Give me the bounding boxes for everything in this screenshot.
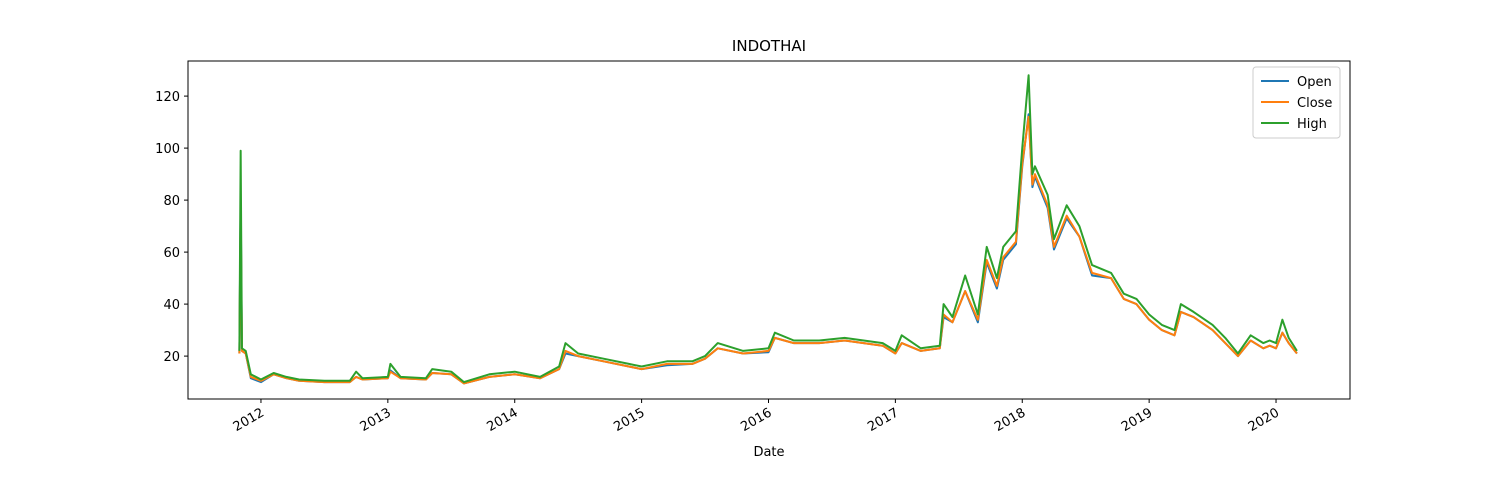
legend-label: Close xyxy=(1297,96,1332,111)
x-tick-label: 2016 xyxy=(738,405,774,435)
line-series xyxy=(238,74,1298,384)
legend-label: High xyxy=(1297,117,1327,132)
x-tick-label: 2018 xyxy=(992,405,1028,435)
x-tick-label: 2019 xyxy=(1119,405,1155,435)
x-tick-label: 2020 xyxy=(1246,405,1282,435)
line-series xyxy=(238,115,1298,385)
x-tick-label: 2013 xyxy=(358,405,394,435)
y-tick-label: 40 xyxy=(163,298,180,313)
y-tick-label: 100 xyxy=(155,142,180,157)
x-tick-label: 2012 xyxy=(231,405,267,435)
plot-frame xyxy=(187,60,1351,400)
y-tick-label: 80 xyxy=(163,194,180,209)
y-tick-label: 20 xyxy=(163,350,180,365)
legend-box xyxy=(1252,66,1341,139)
legend: Open Close High xyxy=(1252,66,1341,139)
line-series xyxy=(238,113,1298,385)
x-tick-label: 2015 xyxy=(611,405,647,435)
chart-title: INDOTHAI xyxy=(732,37,806,55)
x-axis-label: Date xyxy=(753,445,784,460)
y-tick-label: 60 xyxy=(163,246,180,261)
legend-label: Open xyxy=(1297,75,1332,90)
x-tick-label: 2014 xyxy=(485,405,521,435)
y-tick-label: 120 xyxy=(155,90,180,105)
x-tick-label: 2017 xyxy=(865,405,901,435)
